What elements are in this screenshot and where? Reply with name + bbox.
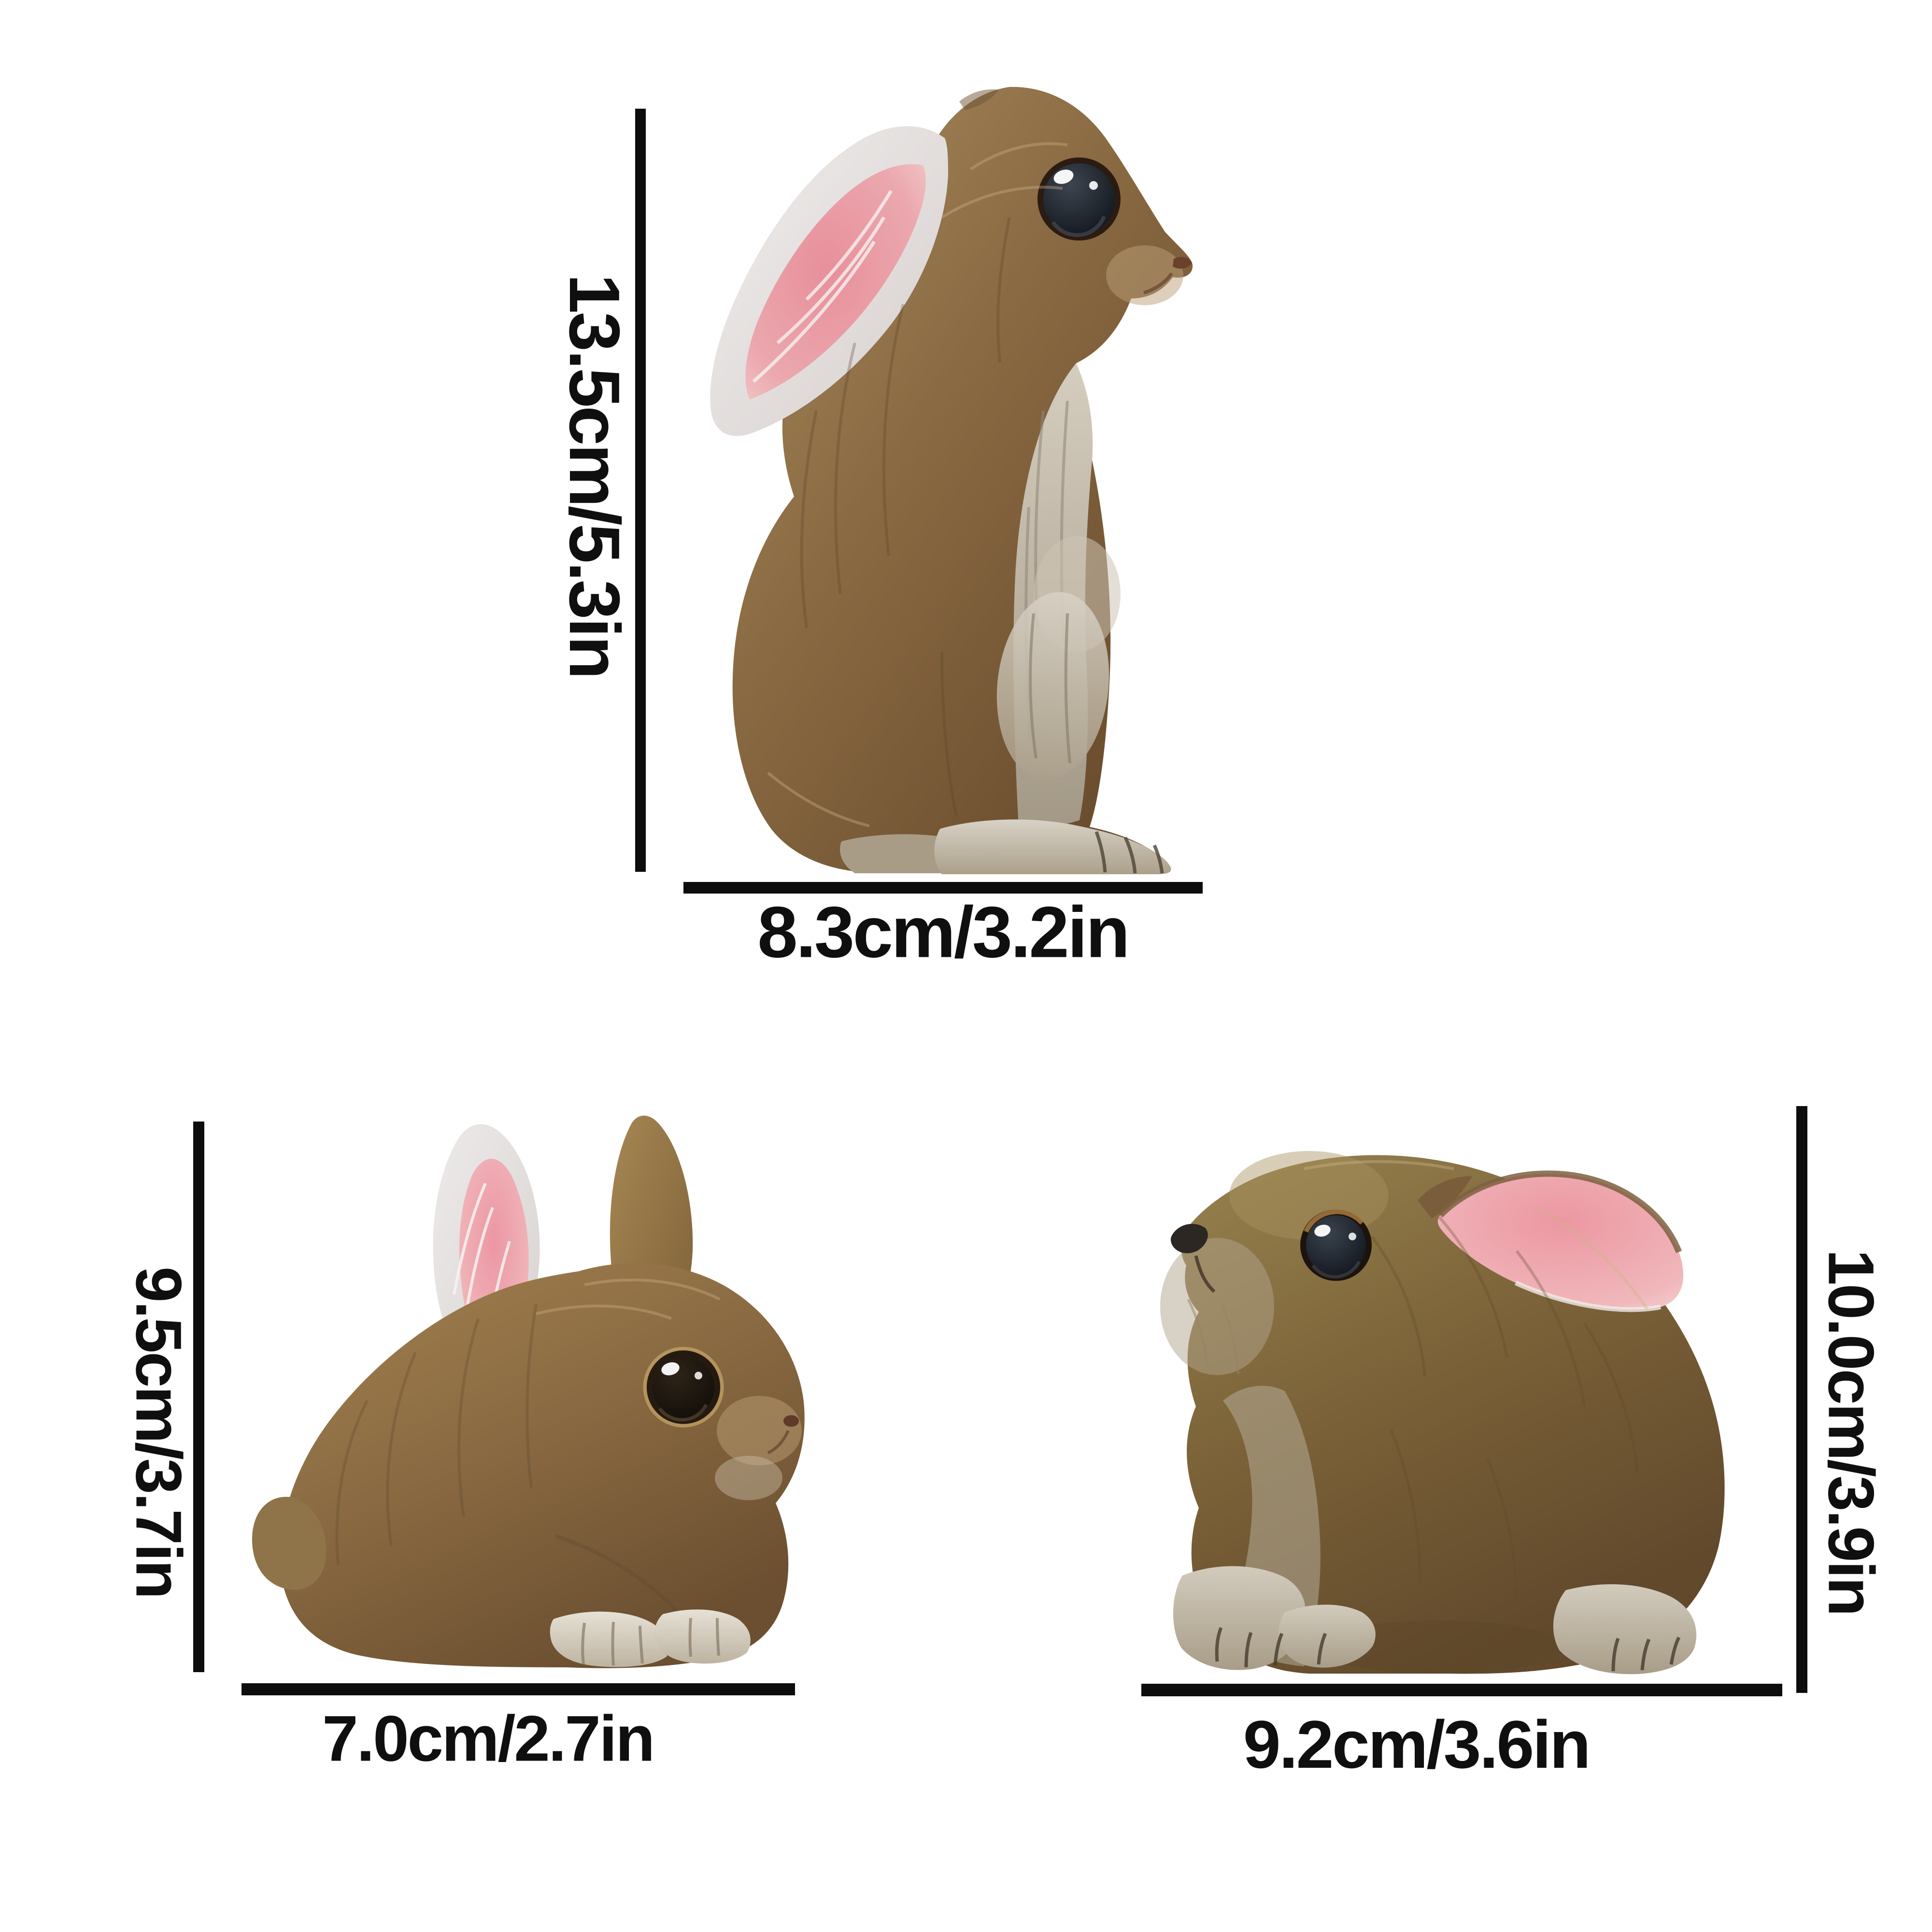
crouching-rabbit-height-label: 10.0cm/3.9in xyxy=(1815,1249,1887,1615)
standing-rabbit-ear xyxy=(710,126,948,436)
sitting-rabbit-eye xyxy=(643,1347,724,1428)
crouching-rabbit-hind-foot xyxy=(1553,1584,1697,1675)
standing-rabbit-width-line xyxy=(683,882,1203,894)
crouching-rabbit-front-paws xyxy=(1173,1566,1376,1670)
standing-rabbit-height-label: 13.5cm/5.3in xyxy=(554,274,634,678)
fur-texture xyxy=(335,1304,538,1565)
standing-rabbit-eye xyxy=(1037,157,1121,241)
sitting-rabbit-height-label: 9.5cm/3.7in xyxy=(122,1266,195,1598)
standing-rabbit-feet xyxy=(840,819,1171,874)
fur-highlights xyxy=(767,142,1068,827)
fur-texture xyxy=(1370,1216,1639,1604)
sitting-rabbit-illustration xyxy=(252,1115,805,1668)
standing-rabbit-front-paw xyxy=(996,536,1121,780)
sitting-rabbit-width-line xyxy=(242,1683,795,1695)
standing-rabbit-muzzle xyxy=(1106,245,1192,305)
crouching-rabbit-illustration xyxy=(1160,1151,1725,1675)
crouching-rabbit-width-label: 9.2cm/3.6in xyxy=(1243,1706,1591,1782)
standing-rabbit-width-label: 8.3cm/3.2in xyxy=(757,891,1130,973)
fur-highlights xyxy=(1304,1160,1648,1310)
standing-rabbit-illustration xyxy=(710,86,1193,874)
crouching-rabbit-height-line xyxy=(1796,1106,1807,1693)
crouching-rabbit-ear xyxy=(1418,1170,1684,1312)
sitting-rabbit-height-line xyxy=(193,1122,204,1672)
fur-highlights xyxy=(536,1279,721,1320)
fur-texture xyxy=(800,217,1011,817)
crouching-rabbit-eye xyxy=(1300,1209,1372,1281)
sitting-rabbit-feet xyxy=(550,1609,751,1667)
standing-rabbit-height-line xyxy=(635,109,646,872)
sitting-rabbit-muzzle xyxy=(715,1396,802,1500)
crouching-rabbit-muzzle xyxy=(1160,1223,1274,1375)
crouching-rabbit-width-line xyxy=(1141,1684,1782,1696)
sitting-rabbit-width-label: 7.0cm/2.7in xyxy=(322,1703,655,1775)
